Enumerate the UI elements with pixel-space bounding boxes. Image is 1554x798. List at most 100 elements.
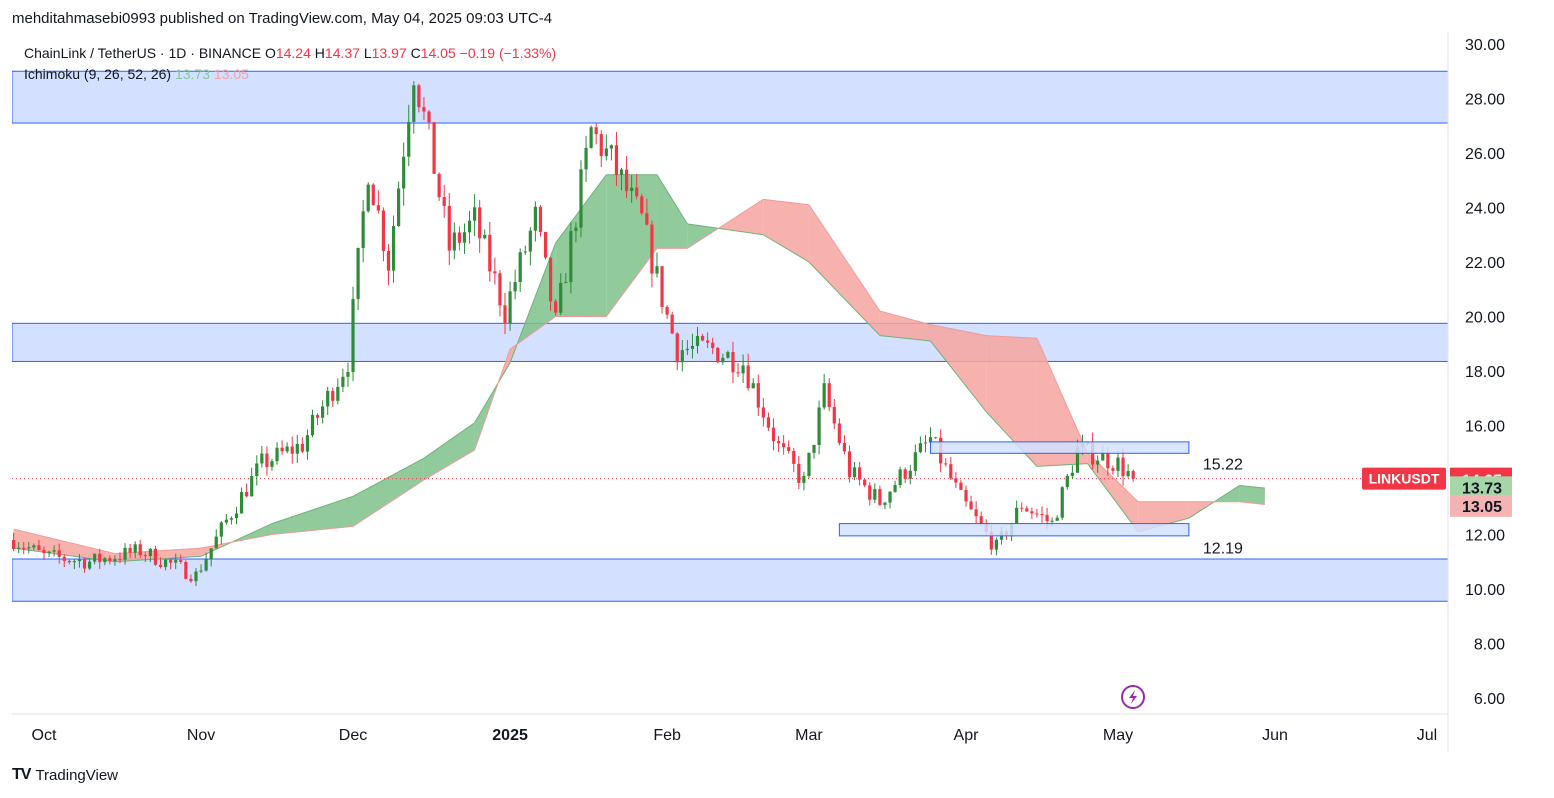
candle-body	[974, 509, 978, 517]
legend-ichimoku[interactable]: Ichimoku (9, 26, 52, 26) 13.73 13.05	[24, 66, 249, 82]
legend-low: 13.97	[371, 45, 407, 61]
candle-body	[630, 187, 634, 192]
legend-open: 14.24	[275, 45, 311, 61]
candle-body	[498, 273, 502, 306]
candle-body	[731, 352, 735, 373]
legend-indicator: Ichimoku (9, 26, 52, 26)	[24, 66, 172, 82]
span-a-line	[985, 411, 1038, 467]
zone-1[interactable]	[12, 322, 1448, 362]
legend-span-b: 13.05	[213, 66, 249, 82]
x-tick-label: Mar	[795, 727, 823, 744]
candle-body	[1065, 475, 1069, 488]
candle-body	[483, 234, 487, 239]
cloud-segment	[986, 335, 1037, 467]
candle-body	[1040, 513, 1044, 515]
candle-body	[650, 224, 654, 274]
span-b-line	[930, 324, 987, 337]
publisher-line: mehditahmasebi0993 published on TradingV…	[12, 10, 553, 27]
span-a-tag-bg	[1450, 476, 1512, 499]
x-tick-label: Apr	[954, 727, 980, 744]
candle-body	[944, 463, 948, 465]
candle-body	[614, 145, 619, 175]
zone-labels-layer: 15.22 12.19	[838, 441, 1243, 558]
y-tick-label: 30.00	[1465, 37, 1505, 54]
legend-ohlc: ChainLink / TetherUS · 1D · BINANCE O14.…	[24, 45, 556, 61]
candle-body	[346, 372, 350, 377]
candle-body	[32, 545, 36, 548]
candle-body	[473, 207, 477, 221]
candle-body	[255, 463, 259, 476]
legend-change: −0.19 (−1.33%)	[459, 45, 557, 61]
candle-body	[518, 252, 522, 283]
candle-body	[467, 220, 472, 233]
candle-body	[787, 447, 791, 451]
zone-4[interactable]	[838, 523, 1190, 537]
span-a-line	[879, 335, 931, 342]
cloud-segment	[763, 199, 809, 262]
candle-body	[513, 282, 517, 292]
span-a-line	[1087, 463, 1139, 533]
span-b-line	[13, 528, 116, 555]
symbol-tag-bg[interactable]	[1362, 467, 1446, 490]
candle-body	[280, 447, 284, 452]
candle-body	[807, 452, 811, 477]
candle-body	[42, 549, 46, 554]
zone-2[interactable]	[12, 558, 1448, 602]
candle-body	[326, 390, 330, 407]
candle-body	[108, 558, 112, 562]
span-a-line	[1239, 484, 1265, 489]
candle-body	[356, 247, 360, 299]
candle-body	[270, 461, 274, 467]
candle-body	[204, 559, 208, 571]
candle-body	[746, 365, 750, 389]
span-a-line	[200, 523, 273, 557]
candle-body	[402, 156, 406, 189]
cloud-segment	[1239, 485, 1265, 505]
candle-body	[366, 184, 370, 212]
candle-body	[260, 453, 264, 464]
span-b-tag: 13.05	[1462, 499, 1502, 516]
candle-body	[908, 470, 912, 479]
span-b-line	[1036, 338, 1089, 453]
candle-body	[295, 443, 299, 454]
candle-body	[685, 348, 689, 351]
candle-body	[462, 232, 467, 243]
candle-body	[17, 547, 21, 549]
span-b-line	[605, 248, 658, 317]
candle-body	[336, 386, 340, 401]
candle-body	[994, 539, 998, 550]
candle-body	[397, 188, 401, 227]
legend-high-label: H	[314, 45, 325, 61]
span-a-line	[763, 234, 810, 263]
cloud-segment	[353, 458, 424, 527]
candle-body	[229, 518, 234, 520]
candle-body	[103, 558, 107, 563]
candle-body	[412, 85, 416, 122]
candle-body	[77, 559, 82, 562]
candle-body	[113, 559, 117, 562]
x-tick-label: May	[1103, 727, 1133, 744]
candle-body	[493, 271, 497, 274]
candle-body	[832, 407, 836, 424]
footer-brand[interactable]: TV TradingView	[12, 766, 118, 784]
zone-3[interactable]	[930, 441, 1190, 454]
y-tick-label: 10.00	[1465, 582, 1505, 599]
candle-body	[184, 562, 188, 579]
candle-body	[290, 446, 294, 454]
candle-body	[93, 553, 97, 562]
cloud-segment	[687, 223, 719, 249]
zone-0[interactable]	[12, 70, 1448, 124]
cloud-segment	[271, 496, 354, 535]
candle-body	[1045, 514, 1049, 522]
candle-body	[1101, 452, 1105, 461]
span-b-line	[200, 534, 273, 549]
y-tick-label: 28.00	[1465, 92, 1505, 109]
candle-body	[559, 282, 563, 313]
span-b-tag-bg	[1450, 494, 1512, 517]
candle-body	[305, 435, 310, 452]
lightning-icon[interactable]	[1121, 685, 1145, 709]
candle-body	[174, 560, 178, 563]
candle-body	[310, 414, 315, 436]
candle-body	[422, 107, 426, 112]
